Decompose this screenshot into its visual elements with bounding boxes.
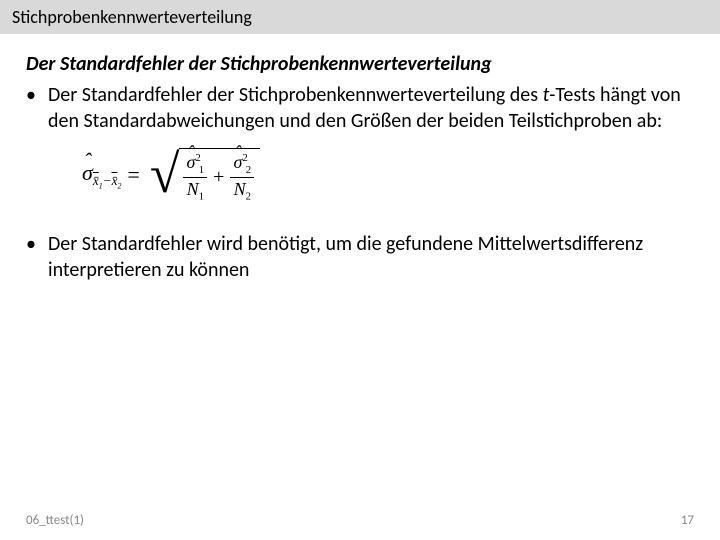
bullet-1-pre: Der Standardfehler der Stichprobenkennwe… — [48, 83, 543, 107]
footer: 06_ttest(1) 17 — [0, 513, 720, 528]
minus: − — [103, 173, 112, 188]
frac-2: σ22 N2 — [230, 153, 254, 203]
subtitle: Der Standardfehler der Stichprobenkennwe… — [26, 52, 694, 76]
N1: N — [187, 179, 199, 199]
bullet-marker: • — [26, 231, 48, 283]
header-title: Stichprobenkennwerteverteilung — [12, 6, 252, 28]
sq2: 2 — [242, 152, 247, 164]
slide-header: Stichprobenkennwerteverteilung — [0, 0, 720, 34]
bullet-1: • Der Standardfehler der Stichprobenkenn… — [26, 82, 694, 134]
sub2a: 2 — [117, 182, 121, 191]
sub1b: 1 — [199, 164, 204, 176]
sqrt-symbol: √ — [150, 154, 180, 209]
sigma-hat-2: σ — [233, 153, 242, 171]
formula: σx̄1−x̄2 = √ σ21 N1 + σ22 N2 — [82, 148, 694, 203]
sigma-hat-left: σ — [82, 160, 93, 186]
slide-content: Der Standardfehler der Stichprobenkennwe… — [0, 34, 720, 283]
bullet-2-text: Der Standardfehler wird benötigt, um die… — [48, 231, 694, 283]
sqrt-content: σ21 N1 + σ22 N2 — [179, 148, 260, 203]
N2: N — [234, 179, 246, 199]
equals: = — [127, 162, 139, 188]
footer-left: 06_ttest(1) — [26, 513, 84, 528]
bullet-2: • Der Standardfehler wird benötigt, um d… — [26, 231, 694, 283]
sub2c: 2 — [246, 191, 251, 203]
bullet-marker: • — [26, 82, 48, 134]
bullet-1-text: Der Standardfehler der Stichprobenkennwe… — [48, 82, 694, 134]
frac-1: σ21 N1 — [183, 153, 207, 203]
footer-right: 17 — [681, 513, 694, 528]
sub1c: 1 — [199, 191, 204, 203]
plus: + — [213, 166, 224, 189]
sub2b: 2 — [246, 164, 251, 176]
sigma-hat-1: σ — [186, 153, 195, 171]
sq1: 2 — [195, 152, 200, 164]
